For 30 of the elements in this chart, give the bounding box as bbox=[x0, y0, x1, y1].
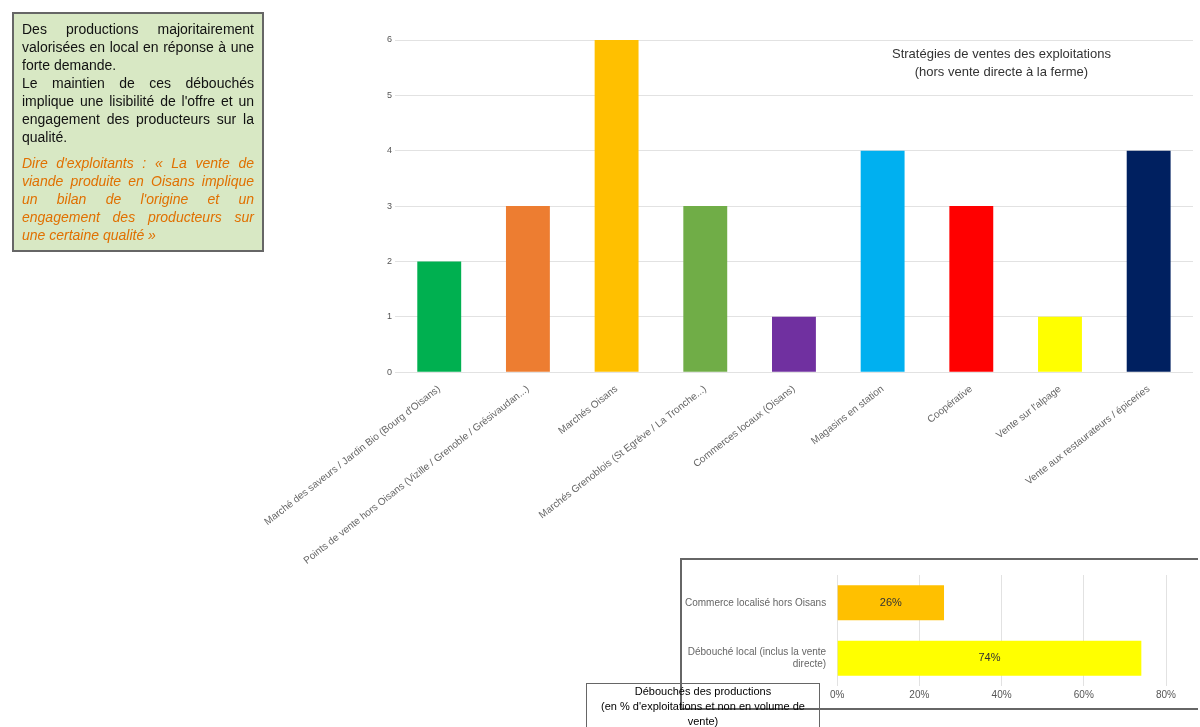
data-label: 74% bbox=[978, 651, 1001, 664]
y-tick-label: 1 bbox=[386, 311, 392, 322]
text: Des productions majoritairement valorisées en local en réponse à une forte demande. bbox=[22, 20, 254, 74]
text: Dire d'exploitants : « La vente de viande produite en Oisans implique un bilan de l'origine et un engagement des producteurs sur une certaine qualité » bbox=[22, 154, 254, 244]
bar bbox=[949, 206, 994, 372]
data-label: 26% bbox=[879, 595, 903, 608]
text: (hors vente directe à la ferme) bbox=[914, 64, 1089, 80]
y-tick-label: 6 bbox=[386, 34, 392, 45]
bar bbox=[417, 261, 462, 372]
text: Stratégies de ventes des exploitations bbox=[891, 46, 1112, 62]
y-tick-label: 2 bbox=[386, 255, 392, 266]
y-tick-label: 3 bbox=[386, 200, 392, 211]
x-tick-label: 0% bbox=[829, 688, 845, 700]
bar bbox=[860, 150, 905, 372]
bar bbox=[594, 40, 639, 372]
bar bbox=[1038, 316, 1082, 372]
x-tick-label: 20% bbox=[909, 688, 930, 700]
bar bbox=[772, 316, 816, 372]
x-tick-label: 80% bbox=[1155, 688, 1177, 700]
bar bbox=[505, 206, 550, 372]
y-tick-label: 4 bbox=[386, 145, 392, 156]
x-tick-label: 60% bbox=[1073, 688, 1094, 700]
text: Le maintien de ces débouchés implique une lisibilité de l'offre et un engagement des producteurs sur la qualité. bbox=[22, 74, 254, 146]
y-tick-label: Débouché local (inclus la vente directe) bbox=[687, 646, 827, 669]
bar bbox=[683, 206, 728, 372]
y-tick-label: Commerce localisé hors Oisans bbox=[684, 596, 827, 608]
x-tick-label: 40% bbox=[991, 688, 1012, 700]
bar bbox=[1126, 150, 1171, 372]
y-tick-label: 0 bbox=[386, 366, 392, 377]
y-tick-label: 5 bbox=[386, 89, 392, 100]
